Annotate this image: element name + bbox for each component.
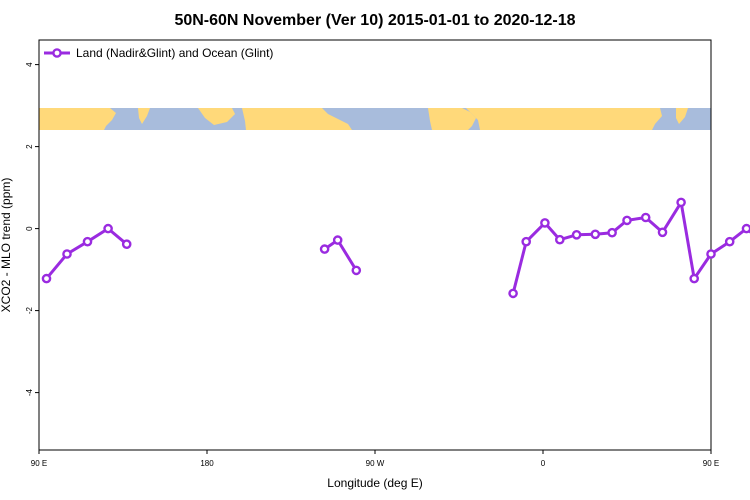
data-point-2-6	[607, 227, 617, 238]
data-point-2-14	[741, 223, 750, 234]
y-axis: 4 2 0 -2 -4	[25, 40, 40, 450]
map-strip	[39, 108, 711, 130]
y-tick-label-1: 2	[25, 144, 34, 149]
data-point-2-3	[555, 234, 565, 245]
y-tick-label-4: -4	[25, 388, 34, 396]
chart-title: 50N-60N November (Ver 10) 2015-01-01 to …	[174, 12, 575, 29]
legend-label: Land (Nadir&Glint) and Ocean (Glint)	[76, 46, 273, 60]
land-russia	[466, 108, 662, 130]
data-point-0-4	[121, 239, 132, 249]
data-point-2-0	[508, 288, 518, 299]
x-axis-label: Longitude (deg E)	[327, 476, 422, 490]
legend-marker	[52, 48, 62, 58]
x-axis: 90 E 180 90 W 0 90 E	[31, 450, 719, 468]
data-point-1-2	[351, 265, 362, 276]
data-point-2-13	[724, 236, 735, 247]
land-kamchatka-right	[676, 108, 688, 124]
series-line-segment-1	[323, 238, 358, 272]
y-tick-label-0: 4	[25, 62, 34, 67]
data-point-2-7	[622, 215, 632, 226]
data-point-0-3	[103, 223, 113, 234]
data-point-2-1	[521, 236, 532, 247]
map-strip-land	[39, 108, 688, 130]
x-tick-label-4: 90 E	[703, 459, 719, 468]
series-layer	[41, 197, 750, 299]
land-europe	[428, 108, 476, 130]
data-point-2-12	[706, 249, 716, 259]
x-tick-label-2: 90 W	[366, 459, 385, 468]
land-asia	[39, 108, 116, 130]
y-axis-label: XCO2 - MLO trend (ppm)	[0, 178, 13, 313]
data-point-2-10	[676, 197, 686, 208]
plot-frame	[38, 39, 712, 451]
series-line-segment-2	[511, 200, 750, 294]
land-north-america	[242, 108, 352, 130]
y-tick-label-3: -2	[25, 306, 34, 314]
data-point-0-0	[41, 273, 52, 284]
y-tick-label-2: 0	[25, 226, 34, 231]
land-alaska	[198, 108, 235, 125]
x-tick-label-1: 180	[200, 459, 214, 468]
data-point-2-2	[540, 218, 550, 228]
data-point-0-1	[62, 249, 72, 259]
data-point-2-4	[571, 229, 582, 240]
data-point-2-5	[590, 229, 601, 240]
data-point-2-11	[689, 273, 700, 284]
x-tick-label-3: 0	[541, 459, 546, 468]
data-point-1-0	[319, 244, 330, 254]
data-point-1-1	[332, 235, 343, 245]
series-line-segment-0	[45, 227, 128, 280]
data-point-2-9	[657, 227, 668, 238]
data-point-0-2	[82, 236, 93, 247]
land-kamchatka	[138, 108, 150, 124]
legend: Land (Nadir&Glint) and Ocean (Glint)	[44, 46, 273, 60]
x-tick-label-0: 90 E	[31, 459, 47, 468]
data-point-2-8	[640, 212, 651, 223]
